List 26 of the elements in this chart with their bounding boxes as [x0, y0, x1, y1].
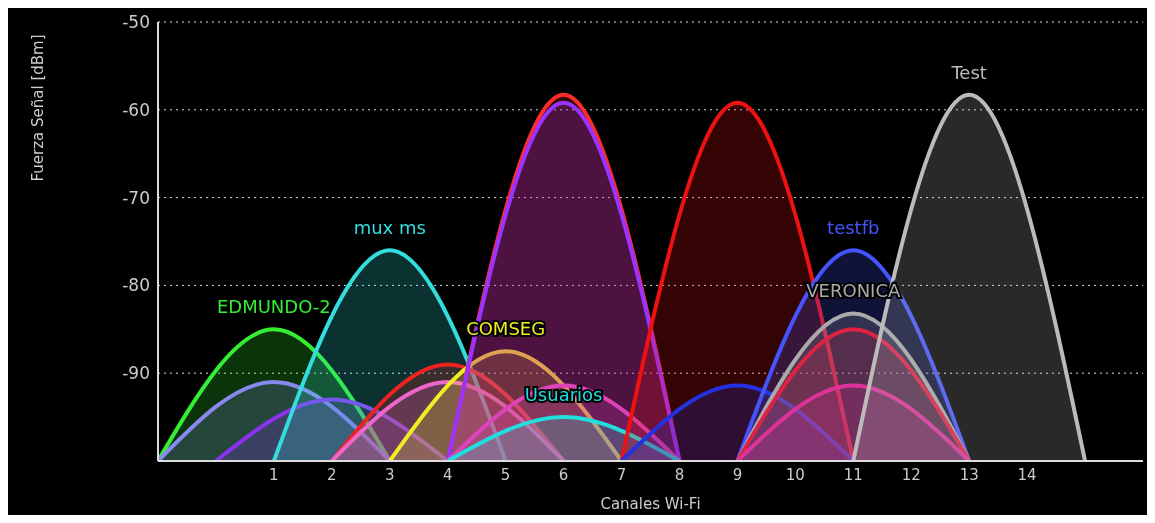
x-tick-label: 5	[500, 465, 511, 484]
x-tick-label: 10	[785, 465, 805, 484]
y-axis-title: Fuerza Señal [dBm]	[29, 34, 48, 182]
x-tick-label: 11	[843, 465, 863, 484]
series-label: Test	[950, 61, 987, 83]
x-tick-label: 1	[269, 465, 279, 484]
x-tick-label: 13	[959, 465, 979, 484]
series-label: Usuarios	[524, 384, 603, 406]
y-tick-label: -70	[122, 187, 150, 208]
series-label: testfb	[827, 217, 880, 239]
x-tick-label: 7	[616, 465, 627, 484]
x-tick-label: 3	[384, 465, 395, 484]
x-tick-label: 9	[732, 465, 743, 484]
y-tick-label: -50	[122, 12, 150, 33]
y-tick-label: -90	[122, 363, 150, 384]
x-tick-label: 8	[674, 465, 685, 484]
x-axis-title: Canales Wi-Fi	[600, 495, 701, 513]
series-label: mux ms	[353, 217, 426, 239]
y-tick-label: -60	[122, 99, 150, 120]
series-label: EDMUNDO-2	[216, 296, 331, 318]
y-tick-label: -80	[122, 275, 150, 296]
x-tick-label: 4	[442, 465, 453, 484]
x-tick-label: 2	[327, 465, 337, 484]
x-tick-label: 14	[1017, 465, 1037, 484]
x-tick-label: 6	[558, 465, 569, 484]
x-tick-label: 12	[901, 465, 921, 484]
